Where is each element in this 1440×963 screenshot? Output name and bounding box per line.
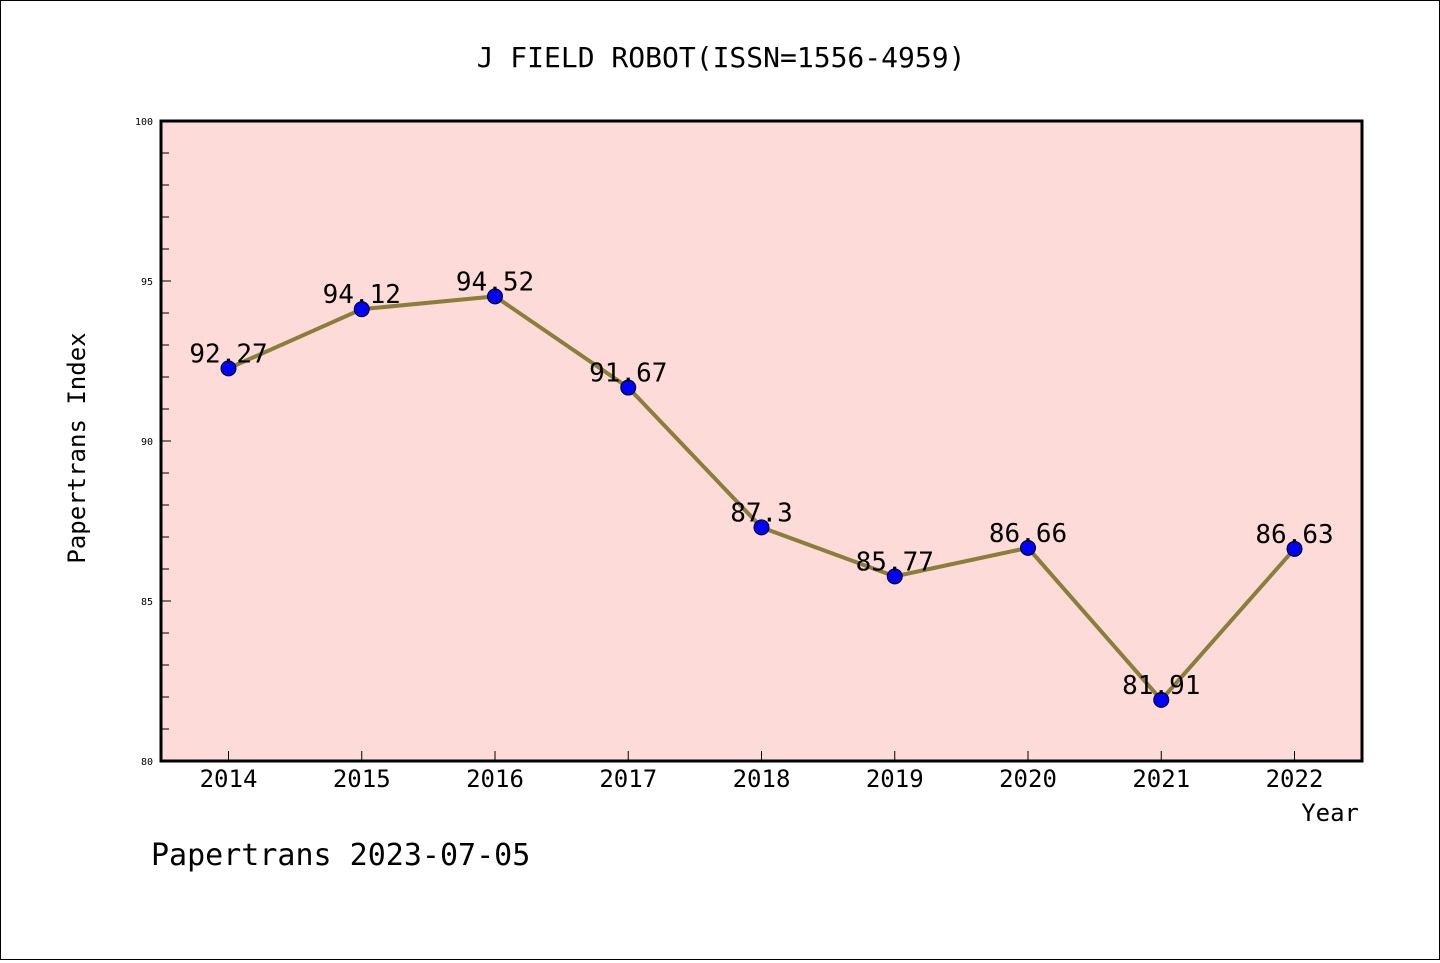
data-label: 86.66 (989, 519, 1067, 549)
data-label: 92.27 (189, 339, 267, 369)
chart-title: J FIELD ROBOT(ISSN=1556-4959) (477, 41, 966, 74)
data-point (487, 288, 503, 305)
data-label: 86.63 (1255, 520, 1333, 550)
data-label: 94.12 (323, 280, 401, 310)
x-tick-label: 2022 (1266, 765, 1324, 793)
plot-area (159, 119, 1364, 763)
y-tick-label: 100 (135, 117, 153, 128)
data-point (753, 519, 770, 536)
y-tick-label: 85 (141, 597, 153, 608)
x-tick-label: 2018 (733, 765, 791, 793)
data-label: 87.3 (730, 498, 793, 528)
footer-text: Papertrans 2023-07-05 (151, 838, 530, 873)
y-tick-label: 90 (141, 437, 153, 448)
x-tick-label: 2021 (1132, 765, 1190, 793)
y-axis-label: Papertrans Index (63, 332, 91, 563)
data-point (1153, 691, 1170, 708)
data-label: 91.67 (589, 359, 667, 389)
data-point (886, 568, 903, 585)
data-point (353, 301, 370, 318)
data-point (220, 360, 237, 377)
data-point (620, 379, 637, 396)
data-label: 81.91 (1122, 671, 1200, 701)
x-tick-label: 2017 (599, 765, 657, 793)
data-point (1020, 539, 1036, 556)
x-tick-label: 2016 (466, 765, 524, 793)
y-axis: 80 85 90 95 100 (135, 117, 171, 768)
x-axis-label: Year (1301, 799, 1359, 827)
x-tick-label: 2014 (200, 765, 258, 793)
y-tick-label: 95 (141, 277, 153, 288)
x-tick-label: 2015 (333, 765, 391, 793)
x-tick-label: 2020 (999, 765, 1057, 793)
y-tick-label: 80 (141, 757, 153, 768)
x-axis: 2014 2015 2016 2017 2018 2019 2020 2021 2022 (200, 751, 1324, 793)
data-label: 94.52 (456, 267, 534, 297)
data-point (1286, 540, 1303, 557)
series: 92.27 94.12 94.52 91.67 87.3 85.77 86.66 81.91 8… (189, 267, 1334, 708)
x-tick-label: 2019 (866, 765, 924, 793)
data-label: 85.77 (856, 547, 934, 577)
